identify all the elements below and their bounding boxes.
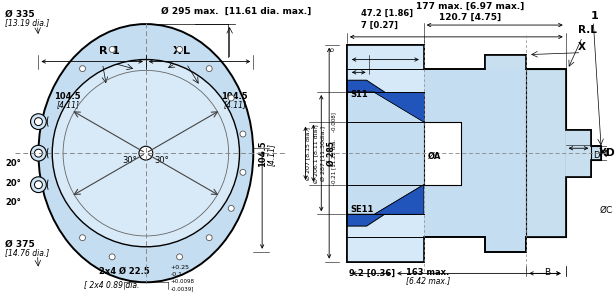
Ellipse shape (31, 145, 46, 161)
Text: 0: 0 (331, 47, 336, 51)
Ellipse shape (109, 46, 115, 52)
Text: Ø 287 [11.30dia.]: Ø 287 [11.30dia.] (321, 126, 326, 181)
Ellipse shape (240, 169, 246, 175)
Polygon shape (424, 122, 461, 185)
Text: 104.5: 104.5 (221, 92, 248, 101)
Text: Ø 206.1 [8.11 dia.]: Ø 206.1 [8.11 dia.] (313, 124, 318, 182)
Text: [6.42 max.]: [6.42 max.] (406, 276, 450, 285)
Ellipse shape (34, 118, 43, 126)
Text: L: L (184, 46, 190, 56)
Ellipse shape (240, 131, 246, 137)
Ellipse shape (52, 59, 240, 247)
Polygon shape (347, 185, 424, 226)
Text: [4.11]: [4.11] (224, 100, 247, 109)
Text: SE11: SE11 (351, 205, 374, 214)
Ellipse shape (206, 235, 212, 241)
Text: X: X (578, 42, 586, 52)
Text: Ø 375: Ø 375 (5, 240, 34, 249)
Polygon shape (526, 69, 565, 237)
Text: B: B (544, 268, 550, 278)
Polygon shape (591, 146, 601, 160)
Text: D: D (593, 151, 600, 160)
Ellipse shape (79, 235, 86, 241)
Text: [4.11]: [4.11] (57, 100, 80, 109)
Ellipse shape (229, 206, 234, 211)
Text: 20°: 20° (5, 179, 21, 188)
Text: Ø 335: Ø 335 (5, 10, 34, 19)
Text: Ø 295 max.  [11.61 dia. max.]: Ø 295 max. [11.61 dia. max.] (161, 7, 311, 16)
Text: 20°: 20° (5, 159, 21, 168)
Text: Ø 207 [8.15 dia.]: Ø 207 [8.15 dia.] (305, 127, 310, 180)
Text: Ø 285: Ø 285 (326, 141, 336, 166)
Text: [4.11]: [4.11] (267, 142, 276, 166)
Text: 104.5: 104.5 (258, 141, 267, 167)
Ellipse shape (38, 24, 253, 282)
Text: -0.0039]: -0.0039] (171, 286, 194, 291)
Text: ØC: ØC (599, 206, 612, 215)
Text: 104.5: 104.5 (54, 92, 81, 101)
Text: 1: 1 (111, 46, 119, 56)
Text: 163 max.: 163 max. (406, 268, 449, 278)
Text: +0.25: +0.25 (171, 266, 190, 271)
Polygon shape (347, 45, 424, 92)
Polygon shape (485, 55, 526, 69)
Text: 7 [0.27]: 7 [0.27] (361, 21, 398, 30)
Ellipse shape (34, 149, 43, 157)
Text: R.L: R.L (578, 25, 596, 35)
Polygon shape (347, 80, 424, 122)
Text: 120.7 [4.75]: 120.7 [4.75] (439, 13, 501, 22)
Polygon shape (375, 185, 424, 214)
Ellipse shape (139, 146, 153, 160)
Ellipse shape (177, 254, 182, 260)
Text: -0.1: -0.1 (171, 272, 182, 277)
Text: 20°: 20° (5, 198, 21, 207)
Polygon shape (347, 214, 424, 262)
Ellipse shape (206, 66, 212, 72)
Ellipse shape (109, 254, 115, 260)
Polygon shape (565, 130, 591, 177)
Polygon shape (347, 45, 601, 262)
Text: 9.2 [0.36]: 9.2 [0.36] (349, 268, 395, 278)
Text: XD: XD (599, 148, 616, 158)
Ellipse shape (79, 66, 86, 72)
Text: 30°: 30° (122, 156, 137, 165)
Ellipse shape (34, 181, 43, 189)
Text: [ 2x4 0.89 dia.: [ 2x4 0.89 dia. (84, 280, 139, 289)
Text: X: X (172, 46, 181, 56)
Text: 2x4 Ø 22.5: 2x4 Ø 22.5 (99, 266, 149, 275)
Text: [14.76 dia.]: [14.76 dia.] (5, 248, 49, 257)
Text: R: R (99, 46, 107, 56)
Text: ØA: ØA (428, 152, 441, 161)
Text: -0.21 [11.22 dia.    -0.008]: -0.21 [11.22 dia. -0.008] (331, 112, 336, 185)
Text: 47.2 [1.86]: 47.2 [1.86] (361, 9, 413, 18)
Polygon shape (375, 92, 424, 122)
Text: 30°: 30° (155, 156, 169, 165)
Ellipse shape (31, 177, 46, 193)
Ellipse shape (177, 46, 182, 52)
Text: +0.0098: +0.0098 (171, 279, 195, 284)
Text: 1: 1 (590, 11, 598, 21)
Text: [13.19 dia.]: [13.19 dia.] (5, 18, 49, 27)
Ellipse shape (229, 95, 234, 101)
Ellipse shape (31, 114, 46, 130)
Text: 177 max. [6.97 max.]: 177 max. [6.97 max.] (416, 2, 524, 11)
Text: S11: S11 (351, 90, 368, 99)
